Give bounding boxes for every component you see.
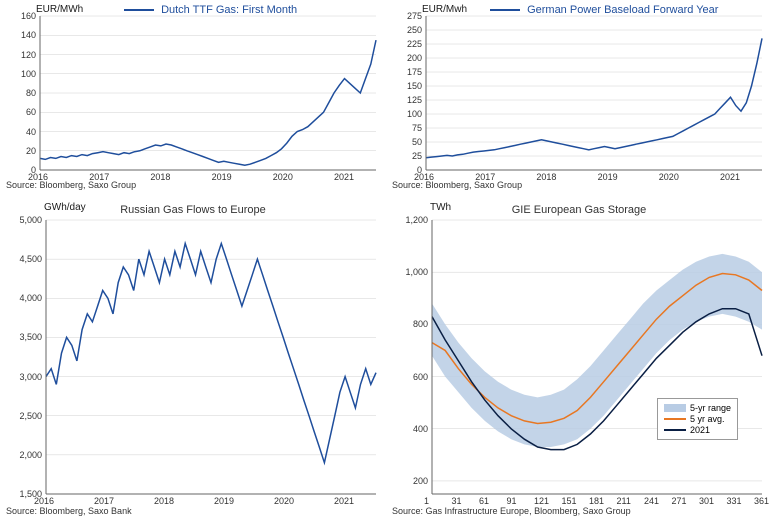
legend-item: 5 yr avg. — [664, 414, 731, 424]
source-power: Source: Bloomberg, Saxo Group — [392, 180, 522, 190]
panel-flows: GWh/day Russian Gas Flows to Europe 1,50… — [4, 198, 382, 518]
legend-item: 5-yr range — [664, 403, 731, 413]
source-storage: Source: Gas Infrastructure Europe, Bloom… — [392, 506, 631, 516]
source-ttf: Source: Bloomberg, Saxo Group — [6, 180, 136, 190]
source-flows: Source: Bloomberg, Saxo Bank — [6, 506, 132, 516]
plot-ttf — [4, 2, 382, 190]
panel-ttf: EUR/MWh Dutch TTF Gas: First Month 02040… — [4, 2, 382, 190]
panel-power: EUR/Mwh German Power Baseload Forward Ye… — [390, 2, 768, 190]
plot-flows — [4, 198, 382, 518]
legend-storage: 5-yr range 5 yr avg. 2021 — [657, 398, 738, 440]
plot-power — [390, 2, 768, 190]
panel-storage: TWh GIE European Gas Storage 20040060080… — [390, 198, 768, 518]
plot-storage — [390, 198, 768, 518]
legend-item: 2021 — [664, 425, 731, 435]
